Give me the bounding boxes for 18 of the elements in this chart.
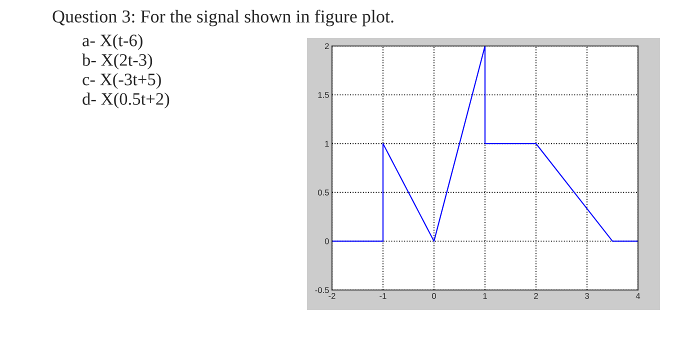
x-tick-label: 0 xyxy=(432,293,436,299)
x-tick-label: 1 xyxy=(483,293,487,299)
x-tick-label: 4 xyxy=(636,293,640,299)
x-tick-label: 2 xyxy=(534,293,538,299)
y-tick-label: 2 xyxy=(325,43,329,50)
y-tick-label: 0 xyxy=(324,238,329,244)
text: a- X(t-6) xyxy=(82,34,142,50)
y-tick-label: 1 xyxy=(325,140,329,147)
x-tick-label: -1 xyxy=(380,293,386,299)
y-tick-label: 1.5 xyxy=(318,92,329,98)
x-tick-label: -2 xyxy=(328,293,336,299)
text: d- X(0.5t+2) xyxy=(82,92,170,108)
x-tick-label: 3 xyxy=(585,293,589,299)
y-tick-label: 0.5 xyxy=(318,190,329,196)
y-tick-label: -0.5 xyxy=(315,287,329,294)
text: c- X(-3t+5) xyxy=(82,73,161,89)
text: b- X(2t-3) xyxy=(82,54,152,70)
chart-title: Question 3: For the signal shown in figure plot. xyxy=(52,10,394,26)
